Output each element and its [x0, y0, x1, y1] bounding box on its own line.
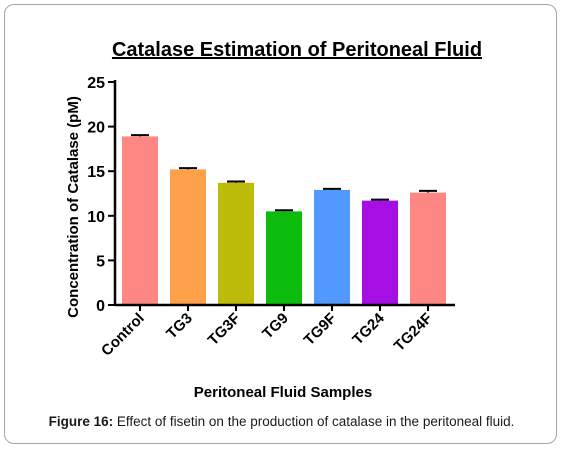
x-axis-label: Peritoneal Fluid Samples [194, 384, 372, 401]
y-tick-label: 15 [87, 164, 105, 181]
bar-tg3f [218, 182, 254, 305]
y-tick-label: 25 [87, 75, 105, 92]
y-tick-label: 0 [96, 298, 105, 315]
bar-control [122, 136, 158, 305]
x-tick-label-tg24f: TG24F [391, 310, 436, 355]
y-tick-label: 10 [87, 209, 105, 226]
bar-chart: Catalase Estimation of Peritoneal Fluid … [65, 39, 482, 401]
y-axis-label: Concentration of Catalase (pM) [65, 96, 82, 318]
bar-tg3 [170, 169, 206, 305]
x-tick-label-tg3f: TG3F [205, 310, 244, 349]
chart-title: Catalase Estimation of Peritoneal Fluid [112, 39, 482, 61]
caption-text: Effect of fisetin on the production of c… [113, 414, 515, 429]
bar-tg9 [266, 211, 302, 305]
x-tick-label-tg3: TG3 [163, 310, 196, 343]
bar-tg9f [314, 189, 350, 305]
x-tick-label-tg9f: TG9F [301, 310, 340, 349]
x-tick-label-tg24: TG24 [349, 309, 388, 348]
x-tick-label-tg9: TG9 [259, 310, 292, 343]
y-tick-label: 20 [87, 120, 105, 137]
x-tick-label-control: Control [98, 310, 148, 360]
figure-caption: Figure 16: Effect of fisetin on the prod… [0, 414, 563, 429]
caption-label: Figure 16: [48, 414, 114, 429]
bar-tg24f [410, 192, 446, 305]
y-tick-label: 5 [96, 253, 105, 270]
bar-tg24 [362, 200, 398, 305]
